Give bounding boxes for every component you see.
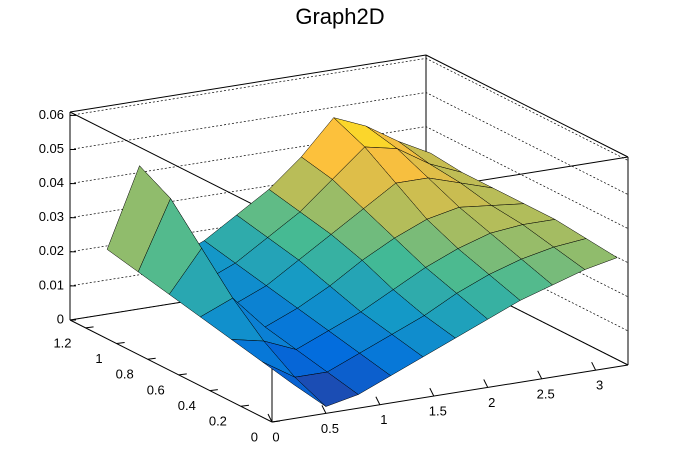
y-tick-label: 0.2 [209,414,227,429]
y-tick [178,373,187,376]
x-tick [537,370,543,380]
x-tick [375,396,381,405]
y-tick [147,357,156,360]
x-tick [429,387,435,397]
x-tick-label: 1.5 [429,404,447,419]
y-tick [116,342,125,345]
z-tick-label: 0.06 [39,107,64,122]
y-tick-label: 0.6 [147,382,165,397]
y-tick-label: 1.2 [53,335,71,350]
x-tick-label: 2 [488,395,495,410]
surface-cell [262,361,327,407]
x-tick-label: 2.5 [537,386,555,401]
box-edge [425,54,629,158]
x-tick [591,361,597,371]
x-tick-label: 0 [272,429,279,444]
x-tick-label: 3 [596,378,603,393]
z-tick-label: 0.03 [39,209,64,224]
box-edge [69,319,273,423]
box-edge [69,111,273,215]
y-tick-label: 0 [251,429,258,444]
x-tick [267,413,273,423]
x-tick-label: 0.5 [321,421,339,436]
y-tick-label: 1 [95,351,102,366]
y-tick [240,404,249,407]
y-tick-label: 0.8 [116,367,134,382]
y-tick-label: 0.4 [178,398,196,413]
z-tick-label: 0.01 [39,277,64,292]
box-edge [69,54,427,113]
z-tick-label: 0.05 [39,141,64,156]
z-tick-label: 0.04 [39,175,64,190]
x-tick [483,379,489,388]
y-tick [271,420,281,423]
box-edge [271,364,629,423]
y-tick [85,326,94,329]
x-tick [321,405,327,414]
y-tick [209,389,218,392]
chart-title: Graph2D [295,4,384,29]
z-tick-label: 0.02 [39,243,64,258]
x-tick-label: 1 [380,412,387,427]
z-tick-label: 0 [57,311,64,326]
